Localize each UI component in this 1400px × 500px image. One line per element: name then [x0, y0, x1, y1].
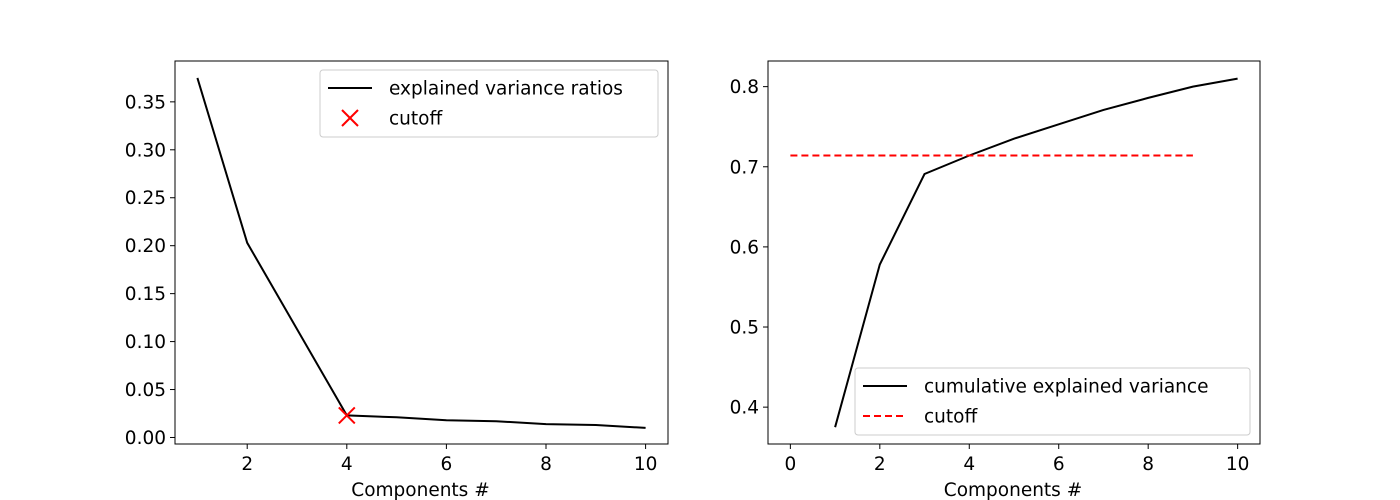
marker-stroke — [338, 406, 356, 425]
legend: cumulative explained variance cutoff — [854, 367, 1251, 436]
legend-box — [854, 367, 1251, 436]
x-tick-label: 10 — [634, 454, 658, 475]
legend-label: cutoff — [924, 407, 978, 428]
x-tick-label: 10 — [1226, 454, 1250, 475]
x-tick-label: 8 — [540, 454, 552, 475]
legend: explained variance ratios cutoff — [319, 69, 659, 138]
x-axis-label: Components # — [351, 480, 489, 500]
y-tick-label: 0.30 — [125, 140, 166, 161]
y-tick-label: 0.15 — [125, 284, 166, 305]
y-tick-label: 0.8 — [730, 77, 759, 98]
x-tick-label: 8 — [1142, 454, 1154, 475]
cutoff-marker — [338, 406, 356, 425]
x-tick-label: 2 — [241, 454, 253, 475]
x-tick-label: 6 — [441, 454, 453, 475]
legend-box — [319, 69, 659, 138]
x-tick-label: 4 — [341, 454, 353, 475]
x-axis-label: Components # — [944, 480, 1082, 500]
x-tick-label: 6 — [1053, 454, 1065, 475]
y-tick-label: 0.05 — [125, 380, 166, 401]
y-tick-label: 0.6 — [730, 237, 759, 258]
y-tick-label: 0.35 — [125, 92, 166, 113]
x-tick-label: 4 — [963, 454, 975, 475]
y-tick-label: 0.7 — [730, 157, 759, 178]
y-tick-label: 0.00 — [125, 428, 166, 449]
plot-frame — [767, 60, 1261, 445]
series-line-1 — [834, 77, 1238, 428]
y-tick-label: 0.25 — [125, 188, 166, 209]
legend-swatch — [341, 109, 359, 127]
legend-label: cumulative explained variance — [924, 377, 1208, 398]
series-line-1 — [196, 77, 646, 429]
x-tick-label: 0 — [784, 454, 796, 475]
x-tick-label: 2 — [874, 454, 886, 475]
chart-panel-1: 2 4 6 8 10 0.00 0.05 0.10 0.15 0.20 0.25 0.30 0.35 Co… — [125, 60, 669, 500]
legend-label: cutoff — [389, 109, 443, 130]
chart-panel-2: 0 2 4 6 8 10 0.4 0.5 0.6 0.7 0.8 Components # cumula… — [730, 60, 1261, 500]
y-tick-label: 0.4 — [730, 398, 759, 419]
y-tick-label: 0.10 — [125, 332, 166, 353]
y-tick-label: 0.20 — [125, 236, 166, 257]
legend-label: explained variance ratios — [389, 79, 623, 100]
plot-frame — [174, 60, 669, 445]
y-tick-label: 0.5 — [730, 318, 759, 339]
